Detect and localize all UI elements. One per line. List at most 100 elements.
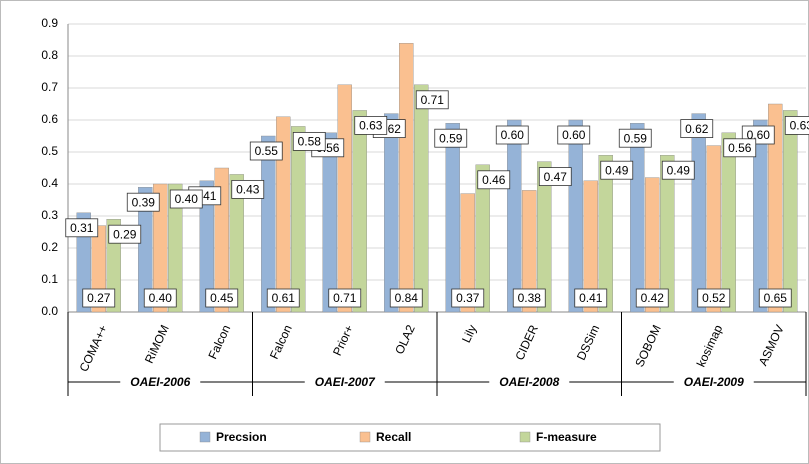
y-tick-label: 0.3 [41, 208, 58, 222]
y-tick-label: 0.9 [41, 16, 58, 30]
data-label-box [635, 288, 669, 308]
data-label: 0.63 [354, 116, 388, 135]
legend-swatch [199, 431, 211, 443]
bar [537, 161, 552, 313]
data-label-text: 0.59 [439, 131, 463, 145]
data-label-box [292, 131, 326, 151]
data-label-text: 0.63 [359, 119, 383, 133]
bar [783, 110, 798, 313]
data-label: 0.31 [65, 218, 99, 238]
data-label: 0.47 [538, 167, 572, 187]
y-tick-label: 0.5 [41, 144, 58, 158]
bar [522, 190, 537, 313]
data-label-text: 0.39 [132, 195, 156, 209]
data-label-text: 0.61 [272, 291, 296, 305]
data-label: 0.71 [415, 90, 449, 110]
legend-swatch [519, 431, 531, 443]
data-label-text: 0.65 [764, 291, 788, 305]
legend-swatch [359, 431, 371, 443]
data-label-text: 0.46 [482, 173, 506, 187]
data-label-box [477, 170, 511, 190]
data-label-text: 0.29 [113, 227, 137, 241]
data-label: 0.62 [680, 119, 714, 138]
data-label: 0.49 [661, 160, 695, 180]
data-label-box [249, 141, 283, 161]
data-label: 0.59 [434, 128, 468, 148]
data-label-text: 0.55 [255, 144, 279, 158]
data-label: 0.63 [784, 116, 809, 135]
bar [583, 180, 598, 313]
bar [753, 119, 768, 313]
legend-box [159, 423, 661, 452]
data-label-text: 0.49 [667, 163, 691, 177]
group-label: OAEI-2008 [499, 375, 559, 389]
data-label: 0.27 [82, 288, 116, 308]
data-label-box [451, 288, 485, 308]
data-label-text: 0.38 [518, 291, 542, 305]
bar [261, 135, 276, 313]
data-label-box [231, 179, 265, 199]
data-label-box [574, 288, 608, 308]
data-label-box [143, 288, 177, 308]
bar [660, 154, 675, 313]
data-label-box [108, 224, 142, 244]
group-label: OAEI-2009 [684, 375, 744, 389]
data-label-box [495, 125, 529, 145]
group-label-bg [120, 373, 201, 391]
bar [475, 164, 490, 313]
data-label-text: 0.52 [702, 291, 726, 305]
data-label-text: 0.37 [456, 291, 480, 305]
data-label: 0.60 [495, 125, 529, 145]
data-label-box [538, 167, 572, 187]
data-label-box [415, 90, 449, 110]
y-tick-label: 0.1 [41, 272, 58, 286]
data-label-text: 0.58 [298, 135, 322, 149]
data-label: 0.58 [292, 131, 326, 151]
data-label-box [65, 218, 99, 238]
bar [229, 174, 244, 313]
bar [291, 126, 306, 313]
data-label: 0.49 [600, 160, 634, 180]
data-label-box [600, 160, 634, 180]
bar [645, 177, 660, 313]
data-label: 0.43 [231, 179, 265, 199]
data-label-box [82, 288, 116, 308]
data-label: 0.56 [311, 138, 345, 158]
data-label: 0.39 [126, 192, 160, 212]
data-label-text: 0.45 [210, 291, 234, 305]
bar [276, 116, 291, 313]
data-label-box [266, 288, 300, 308]
bar [199, 180, 214, 313]
data-label-box [126, 192, 160, 212]
data-label: 0.45 [205, 288, 239, 308]
data-label: 0.38 [512, 288, 546, 308]
data-label-text: 0.40 [149, 291, 173, 305]
legend-label: F-measure [536, 430, 597, 444]
bar [768, 103, 783, 313]
data-label: 0.60 [557, 125, 591, 145]
legend-label: Recall [376, 430, 411, 444]
data-label: 0.40 [169, 189, 203, 209]
data-label: 0.42 [635, 288, 669, 308]
data-label: 0.29 [108, 224, 142, 244]
data-label-text: 0.31 [70, 221, 94, 235]
data-label: 0.46 [477, 170, 511, 190]
data-label-box [389, 288, 423, 308]
y-tick-label: 0.2 [41, 240, 58, 254]
bar [507, 119, 522, 313]
y-tick-label: 0.6 [41, 112, 58, 126]
bar [568, 119, 583, 313]
data-label-text: 0.71 [333, 291, 357, 305]
data-label-text: 0.60 [501, 128, 525, 142]
bar [598, 154, 613, 313]
data-label-box [434, 128, 468, 148]
data-label-text: 0.59 [624, 131, 648, 145]
group-label-bg [489, 373, 570, 391]
data-label-text: 0.71 [421, 93, 445, 107]
data-label-text: 0.63 [790, 119, 809, 133]
data-label-box [784, 116, 809, 135]
data-label-text: 0.60 [562, 128, 586, 142]
data-label-box [697, 288, 731, 308]
data-label-box [680, 119, 714, 138]
